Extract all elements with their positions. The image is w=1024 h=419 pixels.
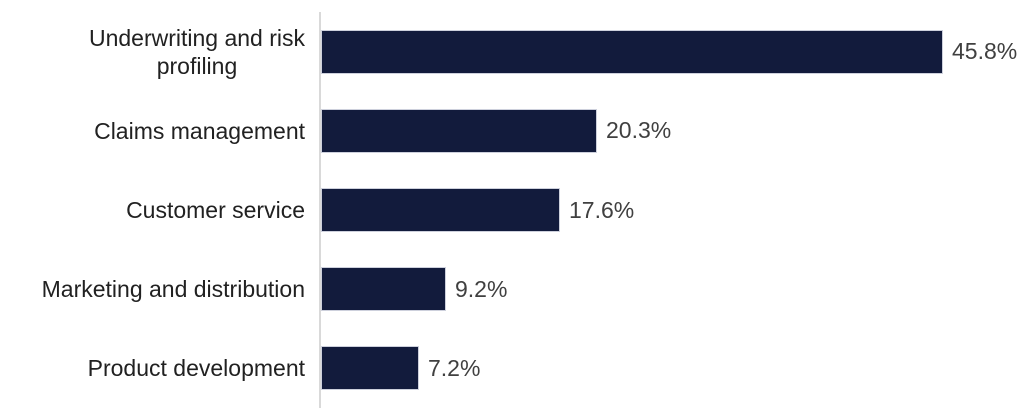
chart-rows: Underwriting and risk profiling 45.8% Clai… [0, 12, 1024, 408]
bar [321, 267, 446, 312]
chart-row: Customer service 17.6% [0, 170, 1024, 249]
category-label-cell: Claims management [0, 117, 321, 145]
value-label: 9.2% [455, 275, 508, 302]
chart-row: Marketing and distribution 9.2% [0, 250, 1024, 329]
bar-area: 45.8% [321, 12, 1024, 91]
value-label: 17.6% [569, 196, 635, 223]
y-axis-line [319, 12, 321, 408]
value-label: 20.3% [606, 117, 672, 144]
chart-row: Product development 7.2% [0, 329, 1024, 408]
category-label: Claims management [94, 117, 305, 144]
value-label: 45.8% [952, 38, 1018, 65]
bar-area: 17.6% [321, 170, 1024, 249]
category-label-cell: Customer service [0, 196, 321, 224]
bar-area: 9.2% [321, 250, 1024, 329]
category-label-cell: Underwriting and risk profiling [0, 24, 321, 80]
bar [321, 29, 943, 74]
category-label-cell: Marketing and distribution [0, 275, 321, 303]
value-label: 7.2% [428, 354, 481, 381]
category-label: Marketing and distribution [41, 276, 305, 303]
chart-row: Claims management 20.3% [0, 91, 1024, 170]
bar [321, 346, 419, 391]
category-label: Customer service [126, 196, 305, 223]
bar [321, 108, 597, 153]
bar [321, 188, 560, 232]
category-label: Underwriting and risk profiling [88, 24, 305, 79]
chart-row: Underwriting and risk profiling 45.8% [0, 12, 1024, 91]
bar-area: 7.2% [321, 329, 1024, 408]
category-label: Product development [87, 355, 305, 382]
bar-area: 20.3% [321, 91, 1024, 170]
category-label-cell: Product development [0, 354, 321, 382]
